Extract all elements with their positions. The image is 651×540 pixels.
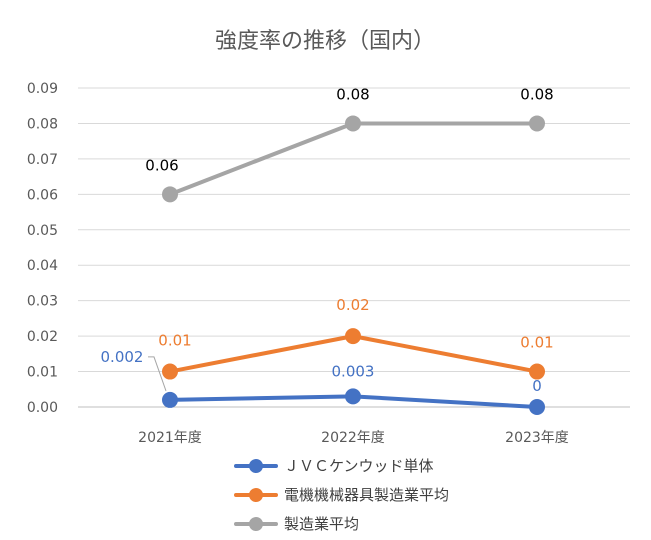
x-tick-label: 2022年度 bbox=[321, 430, 385, 446]
legend-label: 電機機械器具製造業平均 bbox=[284, 486, 449, 504]
y-tick-label: 0.06 bbox=[27, 187, 58, 203]
data-label: 0.06 bbox=[145, 156, 178, 174]
data-label: 0.08 bbox=[520, 85, 553, 103]
y-tick-label: 0.08 bbox=[27, 116, 58, 132]
x-tick-label: 2021年度 bbox=[138, 430, 202, 446]
y-tick-label: 0.03 bbox=[27, 294, 58, 310]
data-label: 0.02 bbox=[336, 296, 369, 314]
data-point bbox=[345, 115, 361, 132]
legend-item: 電機機械器具製造業平均 bbox=[234, 486, 449, 504]
data-point bbox=[162, 363, 178, 380]
data-label: 0.01 bbox=[158, 332, 191, 350]
data-point bbox=[529, 399, 545, 415]
data-point bbox=[529, 115, 545, 132]
y-tick-label: 0.04 bbox=[27, 258, 58, 274]
series-3 bbox=[162, 115, 545, 203]
y-tick-label: 0.02 bbox=[27, 329, 58, 345]
y-tick-label: 0.05 bbox=[27, 223, 58, 239]
x-tick-label: 2023年度 bbox=[505, 430, 569, 446]
y-tick-label: 0.09 bbox=[27, 81, 58, 97]
legend-marker bbox=[249, 488, 263, 502]
series-2 bbox=[162, 328, 545, 380]
chart-title: 強度率の推移（国内） bbox=[215, 29, 435, 54]
data-point bbox=[345, 388, 361, 405]
series-1 bbox=[162, 388, 545, 415]
data-label: 0.08 bbox=[336, 85, 369, 103]
data-point bbox=[162, 391, 178, 408]
x-axis: 2021年度 2022年度 2023年度 bbox=[78, 406, 630, 446]
y-tick-label: 0.00 bbox=[27, 400, 58, 416]
data-point bbox=[529, 363, 545, 380]
legend-label: ＪＶＣケンウッド単体 bbox=[284, 457, 434, 475]
y-tick-label: 0.07 bbox=[27, 152, 58, 168]
data-labels: 0.002 0.003 0 0.01 0.02 0.01 0.06 0.08 0.08 bbox=[101, 85, 554, 395]
data-label: 0 bbox=[532, 377, 542, 395]
data-label: 0.002 bbox=[101, 348, 144, 366]
legend-label: 製造業平均 bbox=[284, 515, 359, 533]
series-layer bbox=[162, 115, 545, 415]
legend-marker bbox=[249, 517, 263, 531]
y-axis: 0.00 0.01 0.02 0.03 0.04 0.05 0.06 0.07 0.08 0.09 bbox=[27, 81, 58, 416]
leader-line bbox=[148, 356, 167, 392]
y-tick-label: 0.01 bbox=[27, 365, 58, 381]
data-point bbox=[162, 186, 178, 203]
legend-marker bbox=[249, 459, 263, 473]
legend-item: 製造業平均 bbox=[234, 515, 359, 533]
data-label: 0.003 bbox=[332, 362, 375, 380]
data-label: 0.01 bbox=[520, 334, 553, 352]
legend-item: ＪＶＣケンウッド単体 bbox=[234, 457, 434, 475]
data-point bbox=[345, 328, 361, 345]
